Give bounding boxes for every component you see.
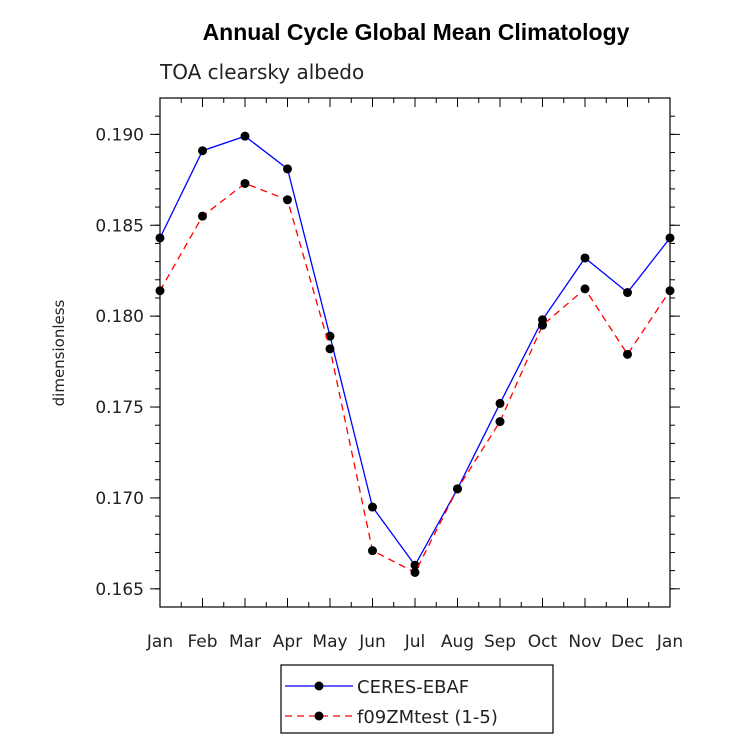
legend-box — [280, 664, 554, 734]
series-line-0 — [159, 135, 671, 567]
x-tick-label: Mar — [229, 632, 261, 652]
data-point-series-0 — [410, 560, 420, 570]
x-tick-label: Jul — [404, 632, 426, 652]
data-point-series-0 — [198, 146, 207, 156]
x-tick-label: Jan — [656, 632, 683, 652]
data-point-series-0 — [580, 253, 590, 263]
data-point-series-1 — [155, 286, 165, 296]
plot-frame — [159, 97, 671, 608]
data-point-series-0 — [155, 233, 165, 243]
chart-subtitle: TOA clearsky albedo — [159, 60, 364, 84]
data-point-series-1 — [495, 417, 505, 427]
data-point-series-1 — [283, 195, 292, 205]
y-tick-label: 0.170 — [95, 489, 144, 509]
chart-title: Annual Cycle Global Mean Climatology — [203, 19, 630, 45]
x-tick-label: Nov — [568, 632, 601, 652]
y-tick-label: 0.165 — [95, 580, 144, 600]
legend-marker-f09zmtest — [314, 711, 324, 721]
data-point-series-1 — [623, 349, 632, 359]
data-point-series-1 — [198, 211, 207, 221]
data-point-series-1 — [538, 320, 547, 330]
data-point-series-0 — [665, 233, 675, 243]
data-point-series-1 — [410, 567, 420, 577]
y-axis-label: dimensionless — [50, 299, 68, 406]
data-point-series-0 — [283, 164, 292, 174]
x-axis-tick-labels: Jan Feb Mar Apr May Jun Jul Aug Sep Oct Nov Dec Jan — [146, 632, 683, 652]
data-point-series-0 — [623, 288, 632, 298]
legend-label-ceres-ebaf: CERES-EBAF — [357, 677, 469, 698]
legend-marker-ceres-ebaf — [314, 681, 324, 691]
x-tick-label: Apr — [273, 632, 302, 652]
data-point-series-1 — [240, 178, 250, 188]
x-tick-label: Jun — [358, 632, 386, 652]
x-tick-label: Oct — [528, 632, 558, 652]
data-point-series-0 — [240, 131, 250, 141]
x-tick-label: Dec — [611, 632, 644, 652]
y-tick-label: 0.185 — [95, 216, 144, 236]
x-tick-label: May — [312, 632, 347, 652]
data-point-series-0 — [368, 502, 377, 512]
data-point-series-1 — [453, 484, 462, 494]
x-tick-label: Sep — [484, 632, 516, 652]
series-layer — [155, 131, 675, 577]
data-point-series-0 — [495, 398, 505, 408]
data-point-series-1 — [665, 286, 675, 296]
legend: CERES-EBAF f09ZMtest (1-5) — [280, 664, 554, 734]
x-tick-label: Jan — [146, 632, 173, 652]
series-line-1 — [159, 182, 671, 574]
y-tick-label: 0.190 — [95, 125, 144, 145]
y-tick-label: 0.180 — [95, 307, 144, 327]
data-point-series-1 — [580, 284, 590, 294]
data-point-series-1 — [368, 546, 377, 556]
data-point-series-1 — [325, 344, 335, 354]
data-point-series-0 — [325, 331, 335, 341]
y-tick-label: 0.175 — [95, 398, 144, 418]
x-tick-label: Aug — [441, 632, 474, 652]
x-tick-label: Feb — [187, 632, 217, 652]
axis-ticks — [150, 98, 680, 607]
y-axis-tick-labels: 0.165 0.170 0.175 0.180 0.185 0.190 — [95, 125, 144, 599]
legend-label-f09zmtest: f09ZMtest (1-5) — [357, 707, 498, 728]
